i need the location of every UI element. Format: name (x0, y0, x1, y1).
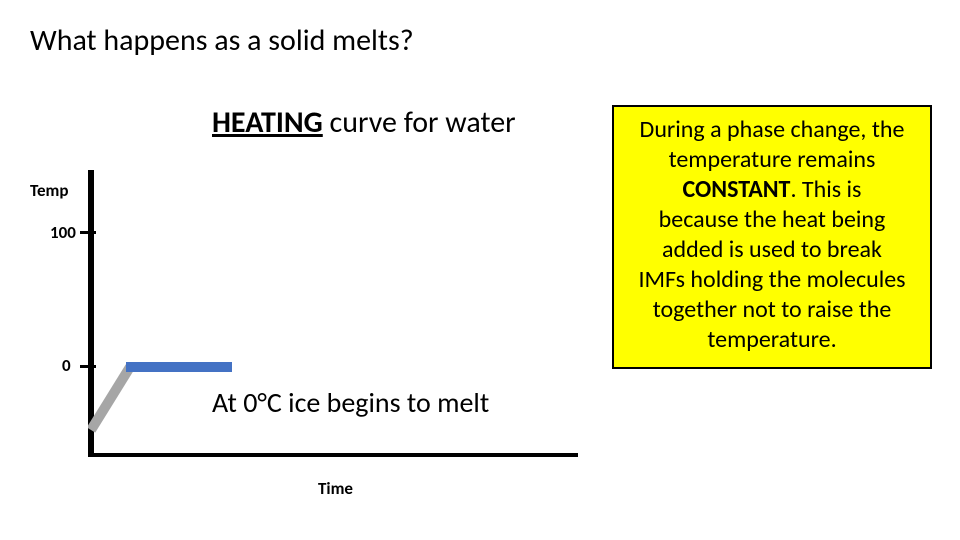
curve-seg-solid-warming (91, 367, 130, 430)
callout-line3-bold: CONSTANT (683, 175, 791, 204)
callout-line1: During a phase change, the (640, 115, 905, 144)
y-axis-label: Temp (30, 180, 68, 201)
callout-line6: IMFs holding the molecules (638, 265, 905, 294)
chart-title-rest: curve for water (323, 104, 516, 141)
callout-line2: temperature remains (669, 145, 876, 174)
page-title: What happens as a solid melts? (30, 22, 414, 59)
callout-line3-rest: . This is (790, 175, 861, 204)
slide: What happens as a solid melts? HEATING c… (0, 0, 960, 540)
y-tick-label-0: 0 (62, 355, 71, 376)
chart-title: HEATING curve for water (212, 104, 516, 141)
phase-change-callout: During a phase change, the temperature r… (612, 105, 932, 369)
callout-line5: added is used to break (662, 235, 882, 264)
x-axis-label: Time (318, 478, 353, 499)
callout-line7: together not to raise the (653, 295, 892, 324)
chart-title-bold: HEATING (212, 104, 323, 141)
callout-line4: because the heat being (659, 205, 886, 234)
y-tick-label-100: 100 (50, 222, 76, 243)
callout-line8: temperature. (707, 325, 836, 354)
melting-annotation: At 0°C ice begins to melt (212, 385, 489, 420)
